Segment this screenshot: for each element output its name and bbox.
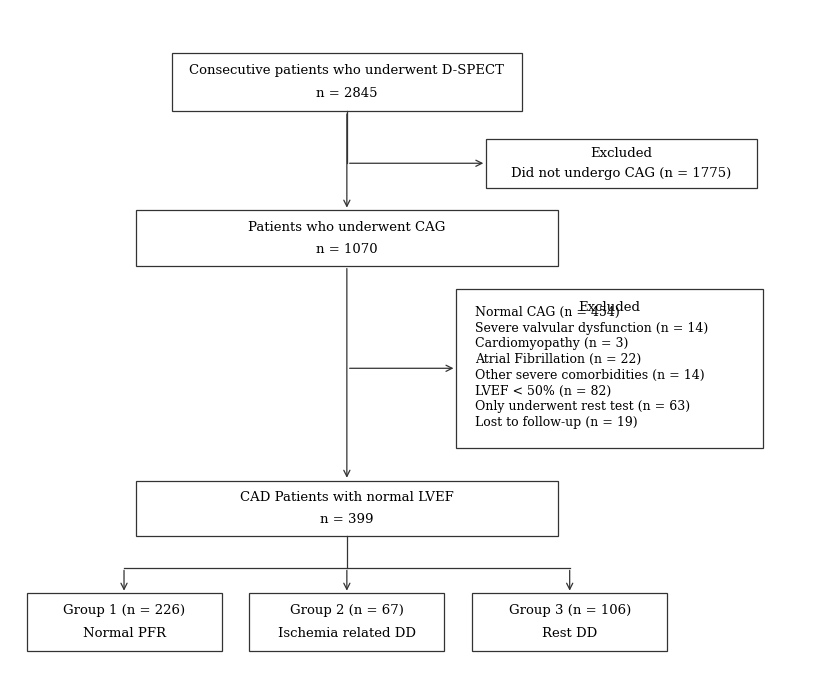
Text: Consecutive patients who underwent D-SPECT: Consecutive patients who underwent D-SPE… (189, 64, 503, 77)
Text: n = 2845: n = 2845 (315, 87, 377, 100)
Text: Cardiomyopathy (n = 3): Cardiomyopathy (n = 3) (474, 338, 628, 351)
FancyBboxPatch shape (136, 481, 557, 536)
Text: CAD Patients with normal LVEF: CAD Patients with normal LVEF (239, 491, 453, 504)
Text: Severe valvular dysfunction (n = 14): Severe valvular dysfunction (n = 14) (474, 321, 707, 335)
Text: n = 1070: n = 1070 (315, 243, 378, 256)
Text: Atrial Fibrillation (n = 22): Atrial Fibrillation (n = 22) (474, 353, 640, 366)
Text: Excluded: Excluded (578, 301, 640, 315)
Text: LVEF < 50% (n = 82): LVEF < 50% (n = 82) (474, 384, 610, 397)
FancyBboxPatch shape (249, 593, 444, 651)
Text: n = 399: n = 399 (320, 513, 373, 526)
Text: Rest DD: Rest DD (542, 627, 597, 640)
Text: Lost to follow-up (n = 19): Lost to follow-up (n = 19) (474, 416, 637, 429)
FancyBboxPatch shape (485, 139, 756, 188)
FancyBboxPatch shape (171, 53, 522, 111)
Text: Only underwent rest test (n = 63): Only underwent rest test (n = 63) (474, 401, 689, 414)
Text: Normal PFR: Normal PFR (83, 627, 166, 640)
FancyBboxPatch shape (455, 289, 762, 448)
FancyBboxPatch shape (472, 593, 667, 651)
Text: Group 1 (n = 226): Group 1 (n = 226) (63, 604, 185, 617)
Text: Group 2 (n = 67): Group 2 (n = 67) (290, 604, 403, 617)
Text: Normal CAG (n = 454): Normal CAG (n = 454) (474, 306, 619, 319)
FancyBboxPatch shape (26, 593, 221, 651)
Text: Group 3 (n = 106): Group 3 (n = 106) (508, 604, 630, 617)
Text: Did not undergo CAG (n = 1775): Did not undergo CAG (n = 1775) (511, 167, 730, 180)
Text: Patients who underwent CAG: Patients who underwent CAG (248, 220, 445, 233)
FancyBboxPatch shape (136, 210, 557, 266)
Text: Excluded: Excluded (590, 147, 652, 160)
Text: Other severe comorbidities (n = 14): Other severe comorbidities (n = 14) (474, 369, 704, 382)
Text: Ischemia related DD: Ischemia related DD (277, 627, 416, 640)
